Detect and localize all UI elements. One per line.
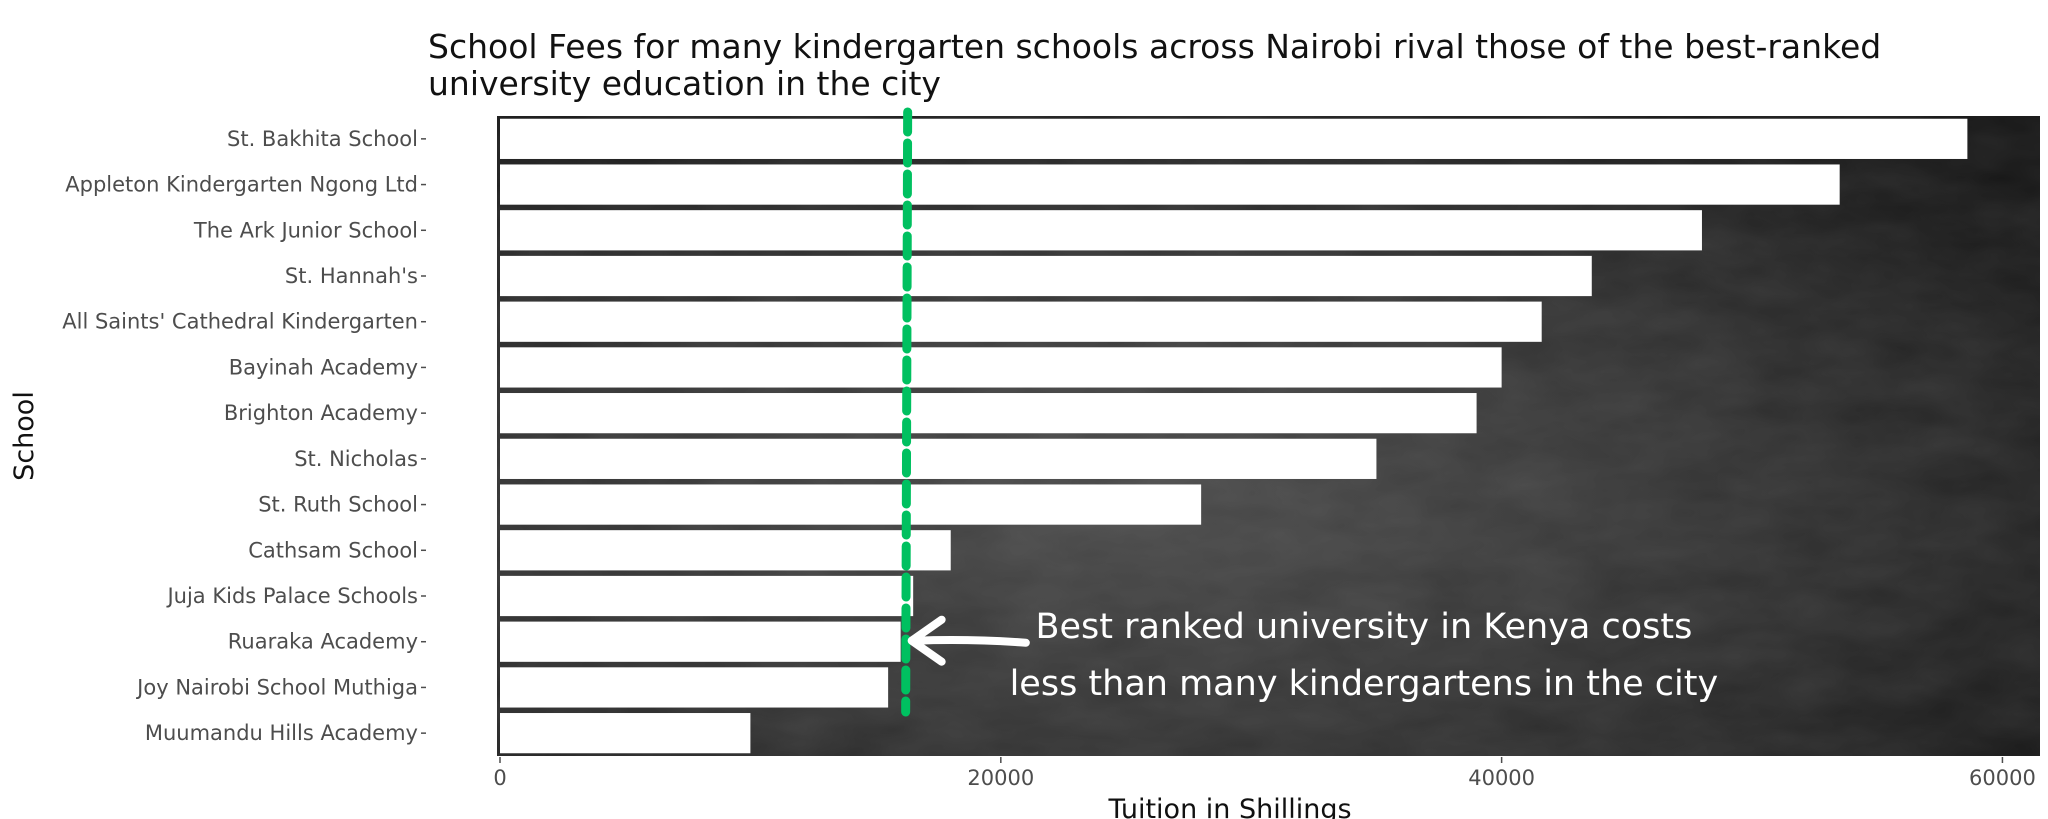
chart-title-line: School Fees for many kindergarten school… (428, 27, 1881, 66)
y-tick-label: Joy Nairobi School Muthiga (135, 675, 418, 699)
bar (500, 118, 1968, 159)
x-tick-label: 40000 (1468, 766, 1535, 790)
annotation-text: less than many kindergartens in the city (1010, 664, 1719, 704)
y-tick-label: Brighton Academy (224, 401, 418, 425)
y-tick-label: Bayinah Academy (229, 355, 418, 379)
bar (500, 393, 1477, 434)
x-tick-label: 0 (493, 766, 506, 790)
bar (500, 667, 889, 708)
annotation-arrow (911, 636, 1030, 647)
x-axis-title: Tuition in Shillings (1107, 794, 1351, 819)
bar (500, 347, 1502, 388)
annotation-text: Best ranked university in Kenya costs (1035, 607, 1692, 647)
annotation-arrowhead (907, 615, 946, 666)
y-tick-label: All Saints' Cathedral Kindergarten (62, 310, 418, 334)
y-tick-label: Muumandu Hills Academy (145, 721, 418, 745)
bar (500, 621, 901, 662)
y-tick-label: St. Hannah's (285, 264, 418, 288)
y-tick-label: Juja Kids Palace Schools (165, 584, 418, 608)
bar (500, 301, 1542, 342)
bar (500, 530, 951, 571)
bar (500, 575, 914, 617)
reference-line (901, 107, 913, 717)
y-tick-label: St. Bakhita School (227, 127, 418, 151)
y-tick-label: Cathsam School (248, 538, 418, 562)
y-tick-label: Ruaraka Academy (228, 630, 418, 654)
bar (500, 255, 1592, 297)
bar (500, 438, 1377, 479)
bar (500, 210, 1702, 251)
bar (500, 484, 1202, 525)
x-tick-label: 20000 (967, 766, 1034, 790)
bar (500, 713, 751, 754)
y-tick-label: St. Ruth School (258, 493, 418, 517)
chart-title-line: university education in the city (428, 64, 941, 103)
bar (500, 164, 1840, 205)
y-tick-label: Appleton Kindergarten Ngong Ltd (65, 173, 418, 197)
y-axis-title: School (9, 391, 40, 481)
x-tick-label: 60000 (1969, 766, 2036, 790)
y-tick-label: The Ark Junior School (193, 218, 418, 242)
y-tick-label: St. Nicholas (294, 447, 418, 471)
